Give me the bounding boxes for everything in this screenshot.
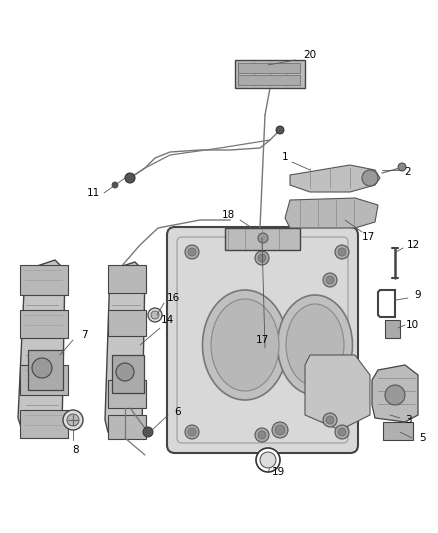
Text: 2: 2 (405, 167, 411, 177)
Bar (225, 228, 300, 250)
Text: 12: 12 (406, 240, 420, 250)
Ellipse shape (286, 304, 344, 386)
Text: 6: 6 (175, 407, 181, 417)
Text: 16: 16 (166, 293, 180, 303)
Circle shape (272, 422, 288, 438)
Circle shape (335, 425, 349, 439)
Ellipse shape (278, 295, 353, 395)
Circle shape (32, 358, 52, 378)
Polygon shape (305, 355, 370, 430)
Text: 9: 9 (415, 290, 421, 300)
Bar (108, 310, 146, 336)
Circle shape (275, 425, 285, 435)
Circle shape (112, 182, 118, 188)
Bar (108, 380, 146, 408)
Text: 17: 17 (255, 335, 268, 345)
Text: 19: 19 (272, 467, 285, 477)
Text: 11: 11 (86, 188, 99, 198)
Polygon shape (285, 198, 378, 228)
Text: 5: 5 (419, 433, 425, 443)
Circle shape (338, 248, 346, 256)
Circle shape (362, 170, 378, 186)
Bar (112, 355, 144, 393)
Text: 17: 17 (361, 232, 374, 242)
Circle shape (258, 254, 266, 262)
Text: 8: 8 (73, 445, 79, 455)
Text: 20: 20 (304, 50, 317, 60)
Polygon shape (290, 165, 380, 192)
Bar (385, 320, 400, 338)
Circle shape (151, 311, 159, 319)
Bar (108, 265, 146, 293)
Text: 7: 7 (81, 330, 87, 340)
Bar (238, 75, 300, 85)
Text: 1: 1 (282, 152, 288, 162)
Bar (20, 410, 68, 438)
Text: 18: 18 (221, 210, 235, 220)
Circle shape (255, 428, 269, 442)
Circle shape (323, 413, 337, 427)
Text: 14: 14 (160, 315, 173, 325)
Circle shape (338, 428, 346, 436)
Circle shape (260, 452, 276, 468)
Circle shape (258, 233, 268, 243)
Circle shape (143, 427, 153, 437)
Circle shape (116, 363, 134, 381)
Circle shape (326, 416, 334, 424)
Circle shape (185, 245, 199, 259)
Circle shape (258, 431, 266, 439)
Bar (383, 422, 413, 440)
Bar (238, 63, 300, 73)
Polygon shape (372, 365, 418, 422)
Circle shape (398, 163, 406, 171)
Bar (20, 365, 68, 395)
Circle shape (148, 308, 162, 322)
Circle shape (255, 251, 269, 265)
Circle shape (385, 385, 405, 405)
Circle shape (188, 428, 196, 436)
Bar (108, 415, 146, 439)
Circle shape (256, 448, 280, 472)
Text: 10: 10 (406, 320, 419, 330)
Circle shape (188, 248, 196, 256)
Bar (28, 350, 63, 390)
Polygon shape (105, 262, 145, 438)
Circle shape (326, 276, 334, 284)
Circle shape (67, 414, 79, 426)
Circle shape (63, 410, 83, 430)
Circle shape (125, 173, 135, 183)
Text: 3: 3 (405, 415, 411, 425)
Circle shape (335, 245, 349, 259)
Circle shape (276, 126, 284, 134)
Bar (20, 310, 68, 338)
FancyBboxPatch shape (167, 227, 358, 453)
Ellipse shape (202, 290, 287, 400)
Polygon shape (18, 260, 65, 438)
Bar (20, 265, 68, 295)
Circle shape (185, 425, 199, 439)
Circle shape (323, 273, 337, 287)
Ellipse shape (211, 299, 279, 391)
Bar (235, 60, 305, 88)
